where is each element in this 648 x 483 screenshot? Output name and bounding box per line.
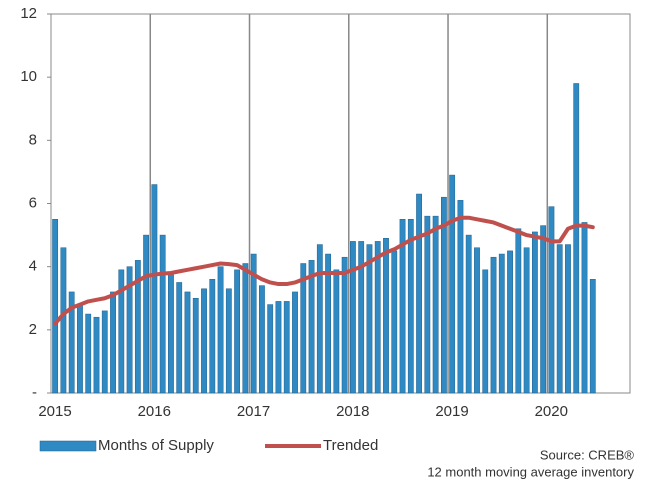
- bar: [101, 310, 108, 394]
- x-tick-label: 2019: [435, 403, 468, 420]
- bar: [209, 279, 216, 394]
- bar: [432, 215, 439, 394]
- bar: [126, 266, 133, 394]
- bar: [556, 244, 563, 394]
- bar: [457, 200, 464, 394]
- bar: [366, 244, 373, 394]
- bar: [201, 288, 207, 394]
- bar: [168, 272, 174, 394]
- source-note: Source: CREB®: [540, 447, 635, 462]
- bar: [482, 269, 489, 394]
- bar: [217, 266, 224, 394]
- trend-line: [53, 215, 595, 326]
- y-tick-label: 12: [20, 5, 37, 22]
- bar: [176, 282, 183, 394]
- bar: [184, 291, 191, 394]
- y-tick-label: 4: [29, 258, 37, 275]
- bar: [85, 313, 92, 394]
- bar: [573, 83, 580, 394]
- bar: [159, 234, 166, 394]
- bar: [350, 241, 356, 394]
- bar: [531, 231, 538, 394]
- bar: [93, 316, 100, 394]
- bar: [316, 244, 323, 394]
- bar: [250, 253, 257, 394]
- bar: [399, 219, 406, 394]
- bar: [225, 288, 232, 394]
- bar: [143, 234, 150, 394]
- bar: [234, 269, 241, 394]
- bar: [474, 247, 480, 394]
- x-tick-label: 2020: [535, 403, 568, 420]
- bar: [151, 184, 158, 394]
- bar: [540, 225, 547, 394]
- bar: [292, 291, 298, 394]
- bar: [565, 244, 571, 394]
- legend-label: Months of Supply: [98, 437, 214, 454]
- bar: [68, 291, 75, 394]
- x-tick-label: 2018: [336, 403, 369, 420]
- bar: [110, 291, 116, 394]
- bar: [507, 250, 513, 394]
- bar: [308, 260, 315, 394]
- bar: [416, 193, 422, 394]
- bar: [259, 285, 265, 394]
- bar: [515, 228, 522, 394]
- bar: [52, 219, 59, 394]
- y-tick-label: 8: [29, 131, 37, 148]
- y-tick-label: 2: [29, 321, 37, 338]
- bar: [267, 304, 274, 394]
- source-note: 12 month moving average inventory: [427, 464, 634, 479]
- bar: [589, 279, 596, 394]
- bar: [548, 206, 555, 394]
- bar: [242, 263, 249, 394]
- x-tick-label: 2016: [138, 403, 171, 420]
- bar: [325, 253, 331, 394]
- bar: [333, 269, 340, 394]
- bar: [275, 301, 282, 394]
- x-tick-label: 2015: [38, 403, 71, 420]
- bar: [407, 219, 414, 394]
- x-tick-label: 2017: [237, 403, 270, 420]
- bar: [341, 256, 348, 394]
- y-tick-label: -: [32, 384, 37, 401]
- bar: [465, 234, 472, 394]
- bar: [374, 241, 381, 394]
- bar: [498, 253, 505, 394]
- bar: [383, 237, 389, 394]
- bar: [60, 247, 67, 394]
- bar: [134, 260, 141, 394]
- bar: [300, 263, 307, 394]
- bar: [523, 247, 530, 394]
- legend-swatch: [39, 440, 97, 452]
- bar: [358, 241, 365, 394]
- bar: [440, 196, 447, 394]
- legend-label: Trended: [323, 437, 378, 454]
- y-tick-label: 6: [29, 194, 37, 211]
- bar: [391, 250, 398, 394]
- bar: [77, 304, 83, 394]
- bar: [192, 298, 199, 394]
- y-tick-label: 10: [20, 68, 37, 85]
- bar: [424, 215, 431, 394]
- bar: [118, 269, 125, 394]
- bar: [581, 222, 588, 394]
- bar: [449, 174, 456, 394]
- bar: [283, 301, 290, 394]
- bar: [490, 256, 497, 394]
